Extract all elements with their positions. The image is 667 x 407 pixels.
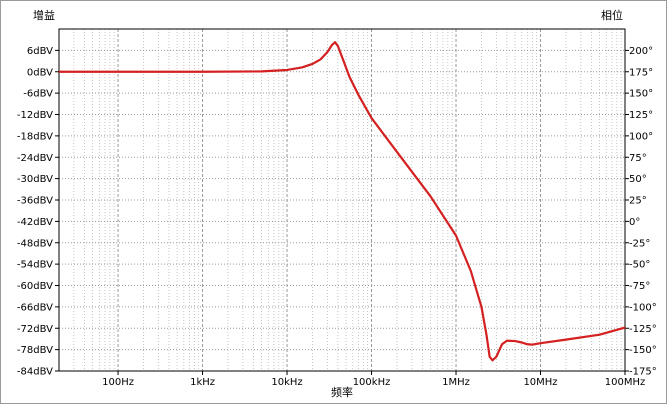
y-right-tick-label: 25° [629, 196, 647, 207]
x-tick-label: 100MHz [605, 377, 645, 388]
y-right-tick-label: -125° [629, 324, 657, 335]
y-left-tick-label: -42dBV [17, 217, 53, 228]
y-right-tick-label: 125° [629, 110, 653, 121]
grid-major-lines [59, 29, 625, 371]
y-left-tick-label: -66dBV [17, 302, 53, 313]
y-left-tick-label: 0dBV [27, 67, 53, 78]
y-right-tick-label: -25° [629, 238, 650, 249]
x-tick-label: 100kHz [353, 377, 391, 388]
x-tick-label: 10kHz [271, 377, 302, 388]
x-tick-label: 100Hz [102, 377, 134, 388]
x-tick-label: 1kHz [190, 377, 215, 388]
y-right-tick-label: 150° [629, 89, 653, 100]
y-left-tick-label: -12dBV [17, 110, 53, 121]
y-left-tick-label: -78dBV [17, 345, 53, 356]
gain-trace [59, 41, 626, 362]
grid-minor-lines [73, 29, 622, 371]
y-left-tick-label: -30dBV [17, 174, 53, 185]
y-right-tick-label: -75° [629, 281, 650, 292]
y-left-tick-label: -54dBV [17, 260, 53, 271]
y-left-tick-label: -18dBV [17, 131, 53, 142]
x-axis-ticks: 100Hz 1kHz 10kHz 100kHz 1MHz 10MHz 100MHz [102, 371, 645, 388]
x-tick-label: 1MHz [442, 377, 470, 388]
y-right-tick-label: 50° [629, 174, 647, 185]
y-left-tick-label: -24dBV [17, 153, 53, 164]
y-right-tick-label: -100° [629, 302, 657, 313]
y-right-tick-label: 75° [629, 153, 647, 164]
y-right-tick-label: 0° [629, 217, 640, 228]
y-right-tick-label: -175° [629, 367, 657, 378]
y-right-tick-label: -50° [629, 260, 650, 271]
y-left-tick-label: -60dBV [17, 281, 53, 292]
y-left-tick-label: 6dBV [27, 46, 53, 57]
y-left-tick-label: -36dBV [17, 196, 53, 207]
y-right-tick-label: 200° [629, 46, 653, 57]
x-axis-title: 频率 [331, 385, 353, 399]
y-right-tick-label: 175° [629, 67, 653, 78]
y-left-axis-title: 增益 [33, 8, 55, 22]
x-tick-label: 10MHz [523, 377, 557, 388]
right-axis-ticks: 200° 175° 150° 125° 100° 75° 50° 25° 0° -25° -50° -… [625, 46, 657, 378]
y-right-axis-title: 相位 [601, 8, 623, 22]
y-left-tick-label: -6dBV [23, 89, 53, 100]
y-right-tick-label: 100° [629, 131, 653, 142]
y-left-tick-label: -72dBV [17, 324, 53, 335]
y-left-tick-label: -48dBV [17, 238, 53, 249]
left-axis-ticks: 6dBV 0dBV -6dBV -12dBV -18dBV -24dBV -30dBV -36… [17, 46, 59, 378]
y-left-tick-label: -84dBV [17, 367, 53, 378]
y-right-tick-label: -150° [629, 345, 657, 356]
